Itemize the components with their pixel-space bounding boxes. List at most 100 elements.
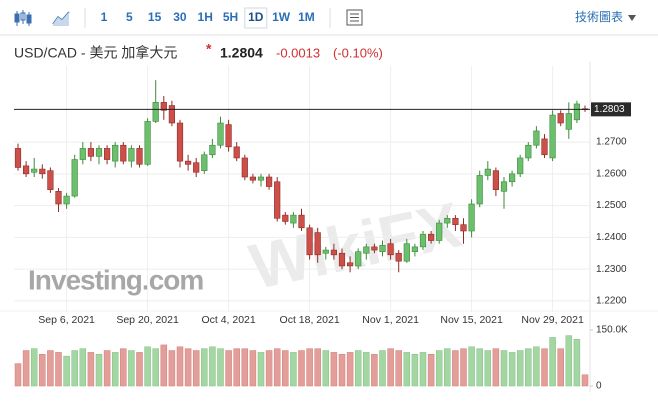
volume-bar [47, 350, 54, 387]
volume-bar [184, 348, 192, 387]
candle-body [152, 102, 159, 122]
volume-bar [111, 352, 119, 387]
volume-bar [265, 350, 273, 387]
volume-bar [573, 339, 581, 387]
candle-body [193, 162, 200, 173]
volume-bar [87, 352, 95, 387]
candle-body [225, 124, 232, 148]
volume-bar [533, 346, 540, 387]
interval-button[interactable]: 1H [198, 10, 213, 24]
candle-body [120, 144, 127, 162]
candle-body [314, 232, 321, 256]
volume-bar [435, 350, 443, 387]
interval-button[interactable]: 15 [148, 10, 162, 24]
candle-body [290, 214, 297, 224]
volume-bar [225, 350, 232, 387]
candle-body [371, 246, 378, 251]
interval-button[interactable]: 30 [173, 10, 187, 24]
volume-bar [282, 350, 289, 387]
active-interval-bg [244, 7, 268, 29]
candle-body [176, 122, 184, 162]
x-tick-label: Oct 18, 2021 [280, 314, 340, 326]
x-tick-label: Sep 6, 2021 [38, 314, 95, 326]
volume-bar [22, 350, 30, 387]
interval-button[interactable]: 1D [248, 10, 264, 24]
volume-bar [298, 350, 305, 387]
candle-body [112, 144, 119, 162]
candle-body [452, 217, 459, 225]
candle-body [549, 114, 556, 159]
candle-body [282, 214, 289, 222]
volume-bar [484, 350, 492, 387]
volume-bar [79, 348, 87, 387]
volume-bar [233, 348, 240, 387]
x-tick-label: Oct 4, 2021 [201, 314, 255, 326]
volume-bar [492, 348, 500, 387]
volume-bar [14, 363, 22, 387]
volume-bar [168, 350, 176, 387]
volume-bar [363, 352, 370, 387]
settings-icon[interactable] [346, 9, 363, 26]
volume-bar [549, 337, 556, 387]
volume-bar [508, 352, 516, 387]
candle-body [387, 243, 394, 256]
volume-bar [103, 350, 111, 387]
candle-body [492, 170, 500, 191]
volume-bar [63, 355, 70, 387]
volume-bar [541, 348, 548, 387]
candle-body [427, 233, 435, 241]
candle-body [460, 224, 467, 232]
volume-bar [419, 352, 427, 387]
volume-bar [427, 354, 435, 387]
chart-type-candle-icon[interactable] [14, 10, 32, 26]
candle-body [63, 195, 70, 205]
candle-body [419, 233, 427, 248]
candle-body [257, 176, 265, 181]
volume-bar [192, 350, 200, 387]
interval-button[interactable]: 1 [101, 10, 108, 24]
volume-tick-label: 0 [596, 381, 602, 392]
candle-body [31, 168, 38, 173]
interval-button[interactable]: 1M [298, 10, 315, 24]
volume-bar [379, 350, 386, 387]
chart-type-line-icon[interactable] [52, 11, 70, 26]
candle-body [14, 148, 22, 168]
volume-bar [136, 352, 143, 387]
volume-bar [516, 350, 524, 387]
y-tick-label: 1.2300 [596, 264, 627, 275]
interval-button[interactable]: 5H [223, 10, 238, 24]
candle-body [201, 154, 208, 171]
volume-bar [249, 350, 257, 387]
x-tick-label: Nov 15, 2021 [440, 314, 503, 326]
interval-button[interactable]: 5 [126, 10, 133, 24]
x-tick-label: Nov 29, 2021 [521, 314, 584, 326]
candle-body [265, 176, 273, 187]
volume-bar [354, 350, 362, 387]
candle-body [55, 191, 62, 205]
volume-bar [39, 354, 46, 387]
candle-body [233, 146, 240, 159]
candle-body [355, 251, 362, 267]
volume-bar [128, 350, 135, 387]
candle-body [241, 157, 248, 178]
volume-bar [217, 348, 224, 387]
volume-bar [525, 348, 532, 387]
volume-bar [176, 346, 184, 387]
volume-bar [201, 348, 208, 387]
volume-tick-label: 150.0K [596, 325, 628, 336]
candle-body [185, 160, 192, 165]
y-tick-label: 1.2400 [596, 232, 627, 243]
menu-caret[interactable] [628, 15, 636, 21]
candle-body [39, 168, 46, 175]
menu-link[interactable]: 技術圖表 [575, 10, 623, 24]
last-price-label: 1.2803 [594, 104, 625, 115]
candle-body [104, 148, 111, 160]
y-tick-label: 1.2200 [596, 296, 627, 307]
volume-bar [452, 350, 459, 387]
candle-body [168, 105, 176, 124]
volume-bar [322, 350, 330, 387]
interval-button[interactable]: 1W [272, 10, 291, 24]
candle-body [346, 262, 354, 267]
volume-bar [468, 346, 475, 387]
